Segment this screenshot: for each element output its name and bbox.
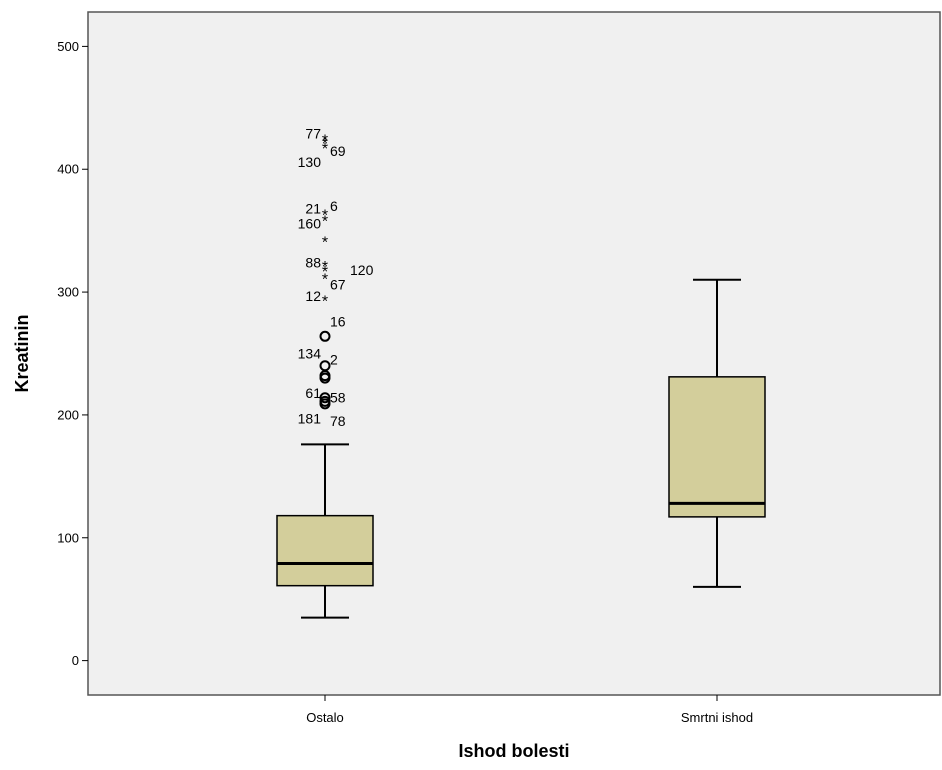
outlier-point: [319, 372, 331, 384]
box-group-smrtni-ishod: [668, 278, 766, 588]
case-label: 77: [305, 126, 321, 142]
iqr-box: [668, 376, 766, 518]
case-label: 181: [298, 411, 322, 427]
extreme-point: *: [322, 136, 328, 153]
case-label: 134: [298, 346, 322, 362]
case-label: 160: [298, 215, 322, 231]
case-label: 88: [305, 255, 321, 271]
outlier-point: [319, 392, 331, 404]
x-axis-title: Ishod bolesti: [458, 741, 569, 761]
outlier-point: [319, 330, 331, 342]
case-label: 130: [298, 154, 322, 170]
case-label: 21: [305, 201, 321, 217]
x-axis: Ostalo Smrtni ishod: [306, 695, 753, 725]
y-axis: 0 100 200 300 400 500: [57, 39, 88, 668]
x-tick-label: Smrtni ishod: [681, 710, 753, 725]
y-axis-title: Kreatinin: [12, 314, 32, 392]
extreme-point: *: [322, 234, 328, 251]
y-tick-label: 100: [57, 530, 79, 545]
case-label: 12: [305, 288, 321, 304]
extreme-point: *: [322, 207, 328, 224]
case-label: 58: [330, 390, 346, 406]
case-label: 67: [330, 277, 346, 293]
y-tick-label: 500: [57, 39, 79, 54]
extreme-point: *: [322, 259, 328, 276]
extreme-point: *: [322, 214, 328, 231]
case-label: 120: [350, 262, 374, 278]
case-label: 61: [305, 385, 321, 401]
extreme-point: *: [322, 264, 328, 281]
extreme-point: *: [322, 293, 328, 310]
y-tick-label: 0: [72, 653, 79, 668]
extreme-point: *: [322, 141, 328, 158]
case-label: 16: [330, 314, 346, 330]
y-tick-label: 300: [57, 285, 79, 300]
y-tick-label: 200: [57, 407, 79, 422]
iqr-box: [276, 514, 374, 587]
outlier-point: [319, 398, 331, 410]
x-tick-label: Ostalo: [306, 710, 344, 725]
y-tick-label: 400: [57, 162, 79, 177]
case-label: 69: [330, 143, 346, 159]
plot-area: [87, 11, 941, 696]
case-label: 6: [330, 198, 338, 214]
extreme-point: *: [322, 133, 328, 150]
case-label: 78: [330, 413, 346, 429]
case-label: 2: [330, 352, 338, 368]
extreme-point: *: [322, 271, 328, 288]
